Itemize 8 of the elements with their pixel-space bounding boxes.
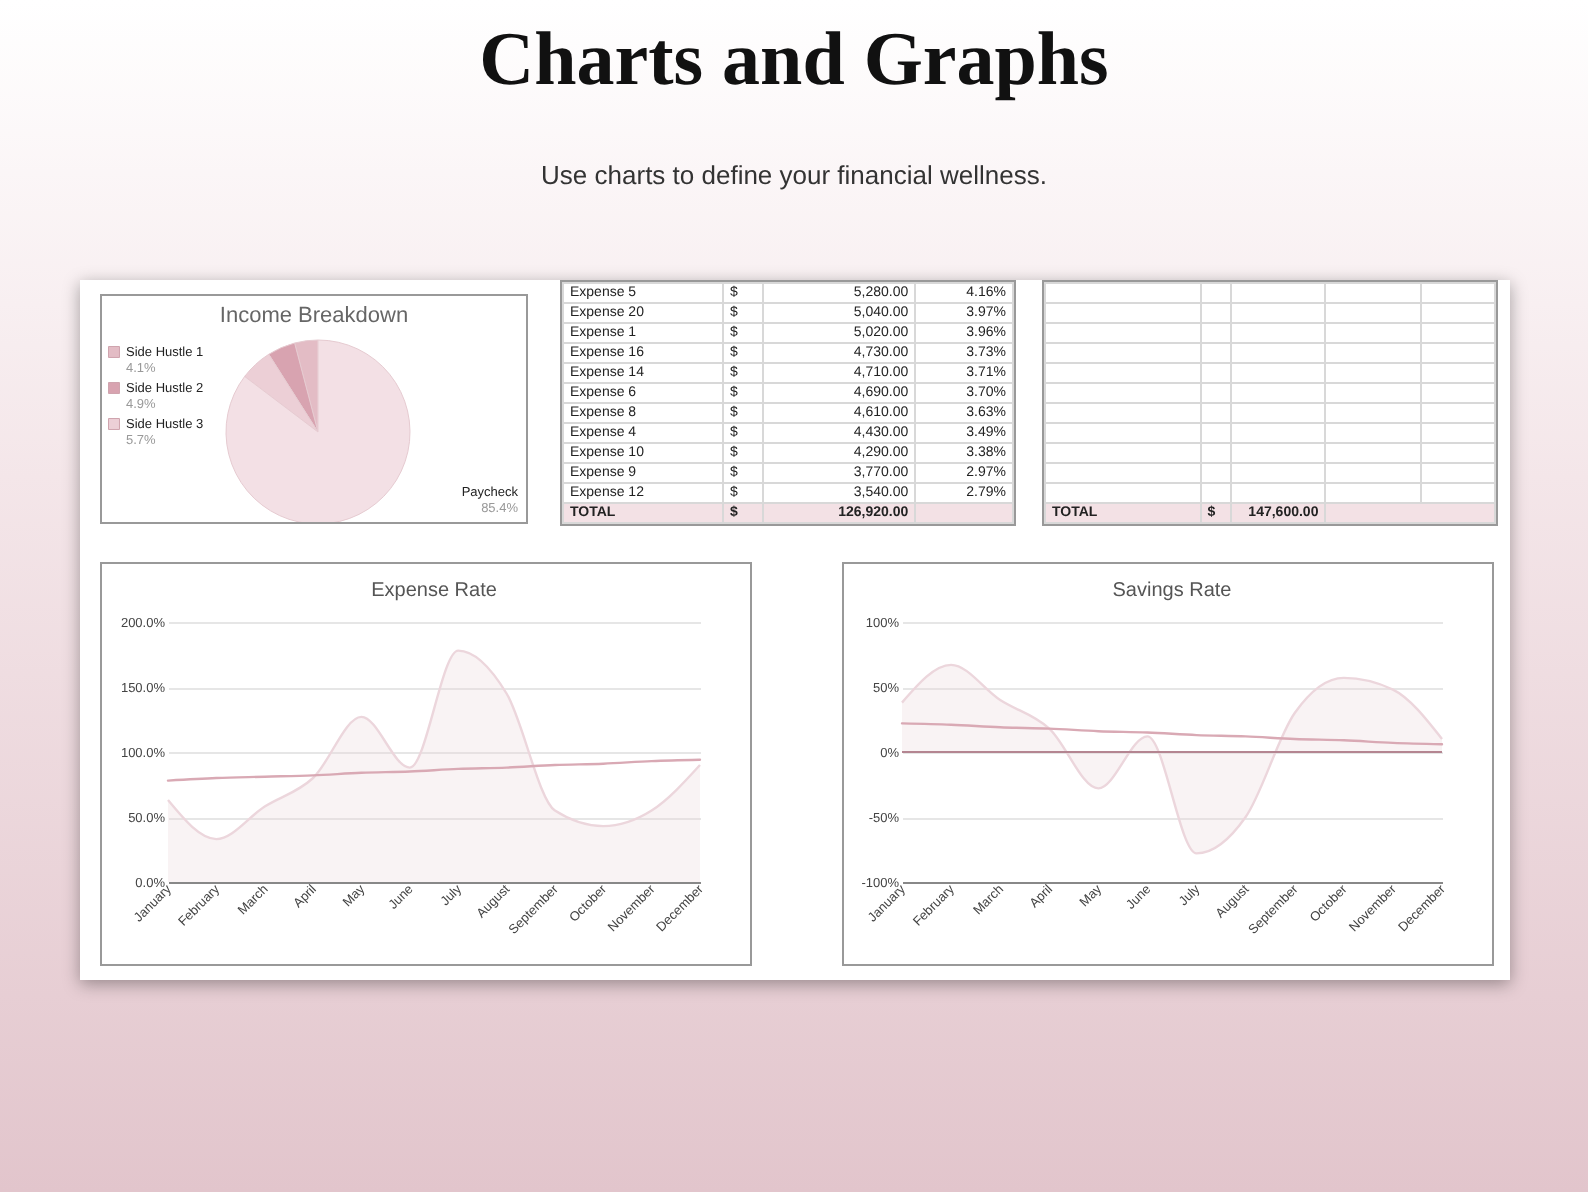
chart-title: Income Breakdown: [219, 304, 409, 328]
line-series: [900, 722, 1444, 746]
chart-title: Savings Rate: [1112, 580, 1233, 602]
text: Use charts to define your financial wellness.: [539, 160, 1049, 190]
pie-slice: [225, 339, 411, 522]
line-series: [166, 758, 702, 782]
text: Charts and Graphs: [477, 16, 1111, 104]
chart-title: Expense Rate: [371, 580, 498, 602]
